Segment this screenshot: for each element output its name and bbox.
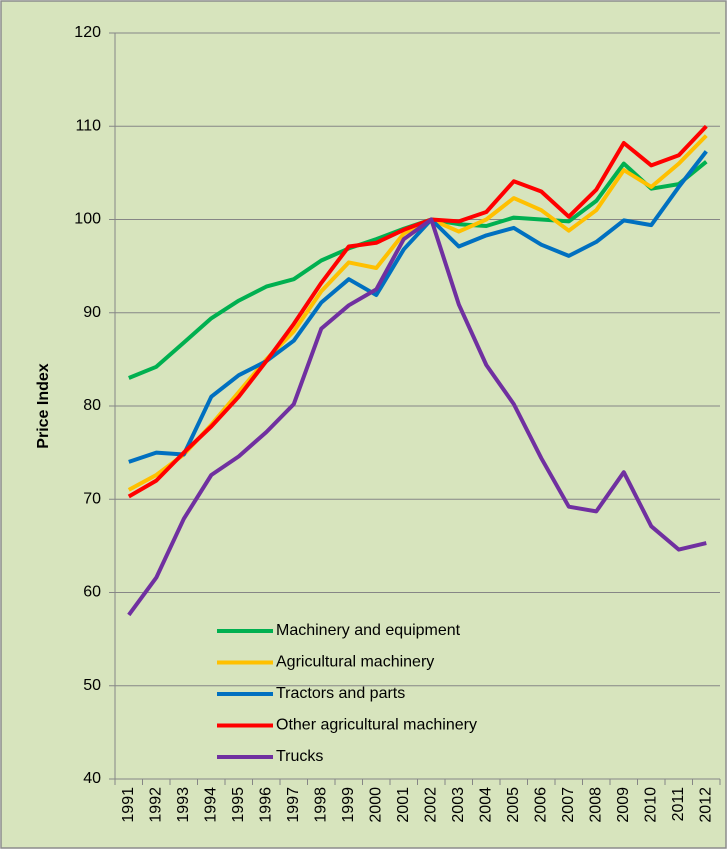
x-tick-label: 2000 (367, 787, 384, 823)
legend-label: Tractors and parts (276, 685, 405, 702)
x-tick-label: 2002 (422, 787, 439, 823)
series-line (127, 217, 707, 617)
x-tick-label: 1999 (340, 787, 357, 823)
x-tick-label: 1996 (257, 787, 274, 823)
x-tick-label: 1993 (175, 787, 192, 823)
x-tick-label: 1994 (202, 787, 219, 823)
x-tick-label: 1998 (312, 787, 329, 823)
legend-label: Machinery and equipment (276, 622, 461, 639)
series-line (128, 150, 708, 464)
y-axis-label: Price Index (35, 363, 52, 448)
x-tick-label: 2001 (395, 787, 412, 823)
x-tick-label: 2008 (587, 787, 604, 823)
x-tick-label: 2005 (505, 787, 522, 823)
x-tick-label: 2009 (615, 787, 632, 823)
x-tick-label: 1992 (147, 787, 164, 823)
y-tick-label: 110 (75, 117, 101, 134)
legend-label: Trucks (276, 748, 323, 765)
y-tick-label: 40 (83, 770, 101, 787)
y-tick-label: 100 (74, 211, 101, 228)
x-tick-label: 1991 (120, 787, 137, 823)
x-tick-label: 2012 (697, 787, 714, 823)
x-tick-label: 2011 (670, 787, 687, 822)
x-tick-label: 2007 (560, 787, 577, 823)
y-tick-label: 80 (83, 397, 101, 414)
x-tick-label: 1997 (285, 787, 302, 823)
legend-label: Other agricultural machinery (276, 717, 477, 734)
x-tick-label: 2003 (450, 787, 467, 823)
x-tick-label: 2010 (642, 787, 659, 823)
x-tick-label: 2004 (477, 787, 494, 823)
y-tick-label: 120 (74, 24, 101, 41)
y-tick-label: 90 (83, 304, 101, 321)
y-tick-label: 70 (83, 490, 101, 507)
y-tick-label: 60 (83, 584, 101, 601)
x-tick-label: 1995 (230, 787, 247, 823)
series-line (127, 124, 708, 499)
y-tick-label: 50 (83, 677, 101, 694)
x-tick-label: 2006 (532, 787, 549, 823)
legend-label: Agricultural machinery (276, 654, 434, 671)
